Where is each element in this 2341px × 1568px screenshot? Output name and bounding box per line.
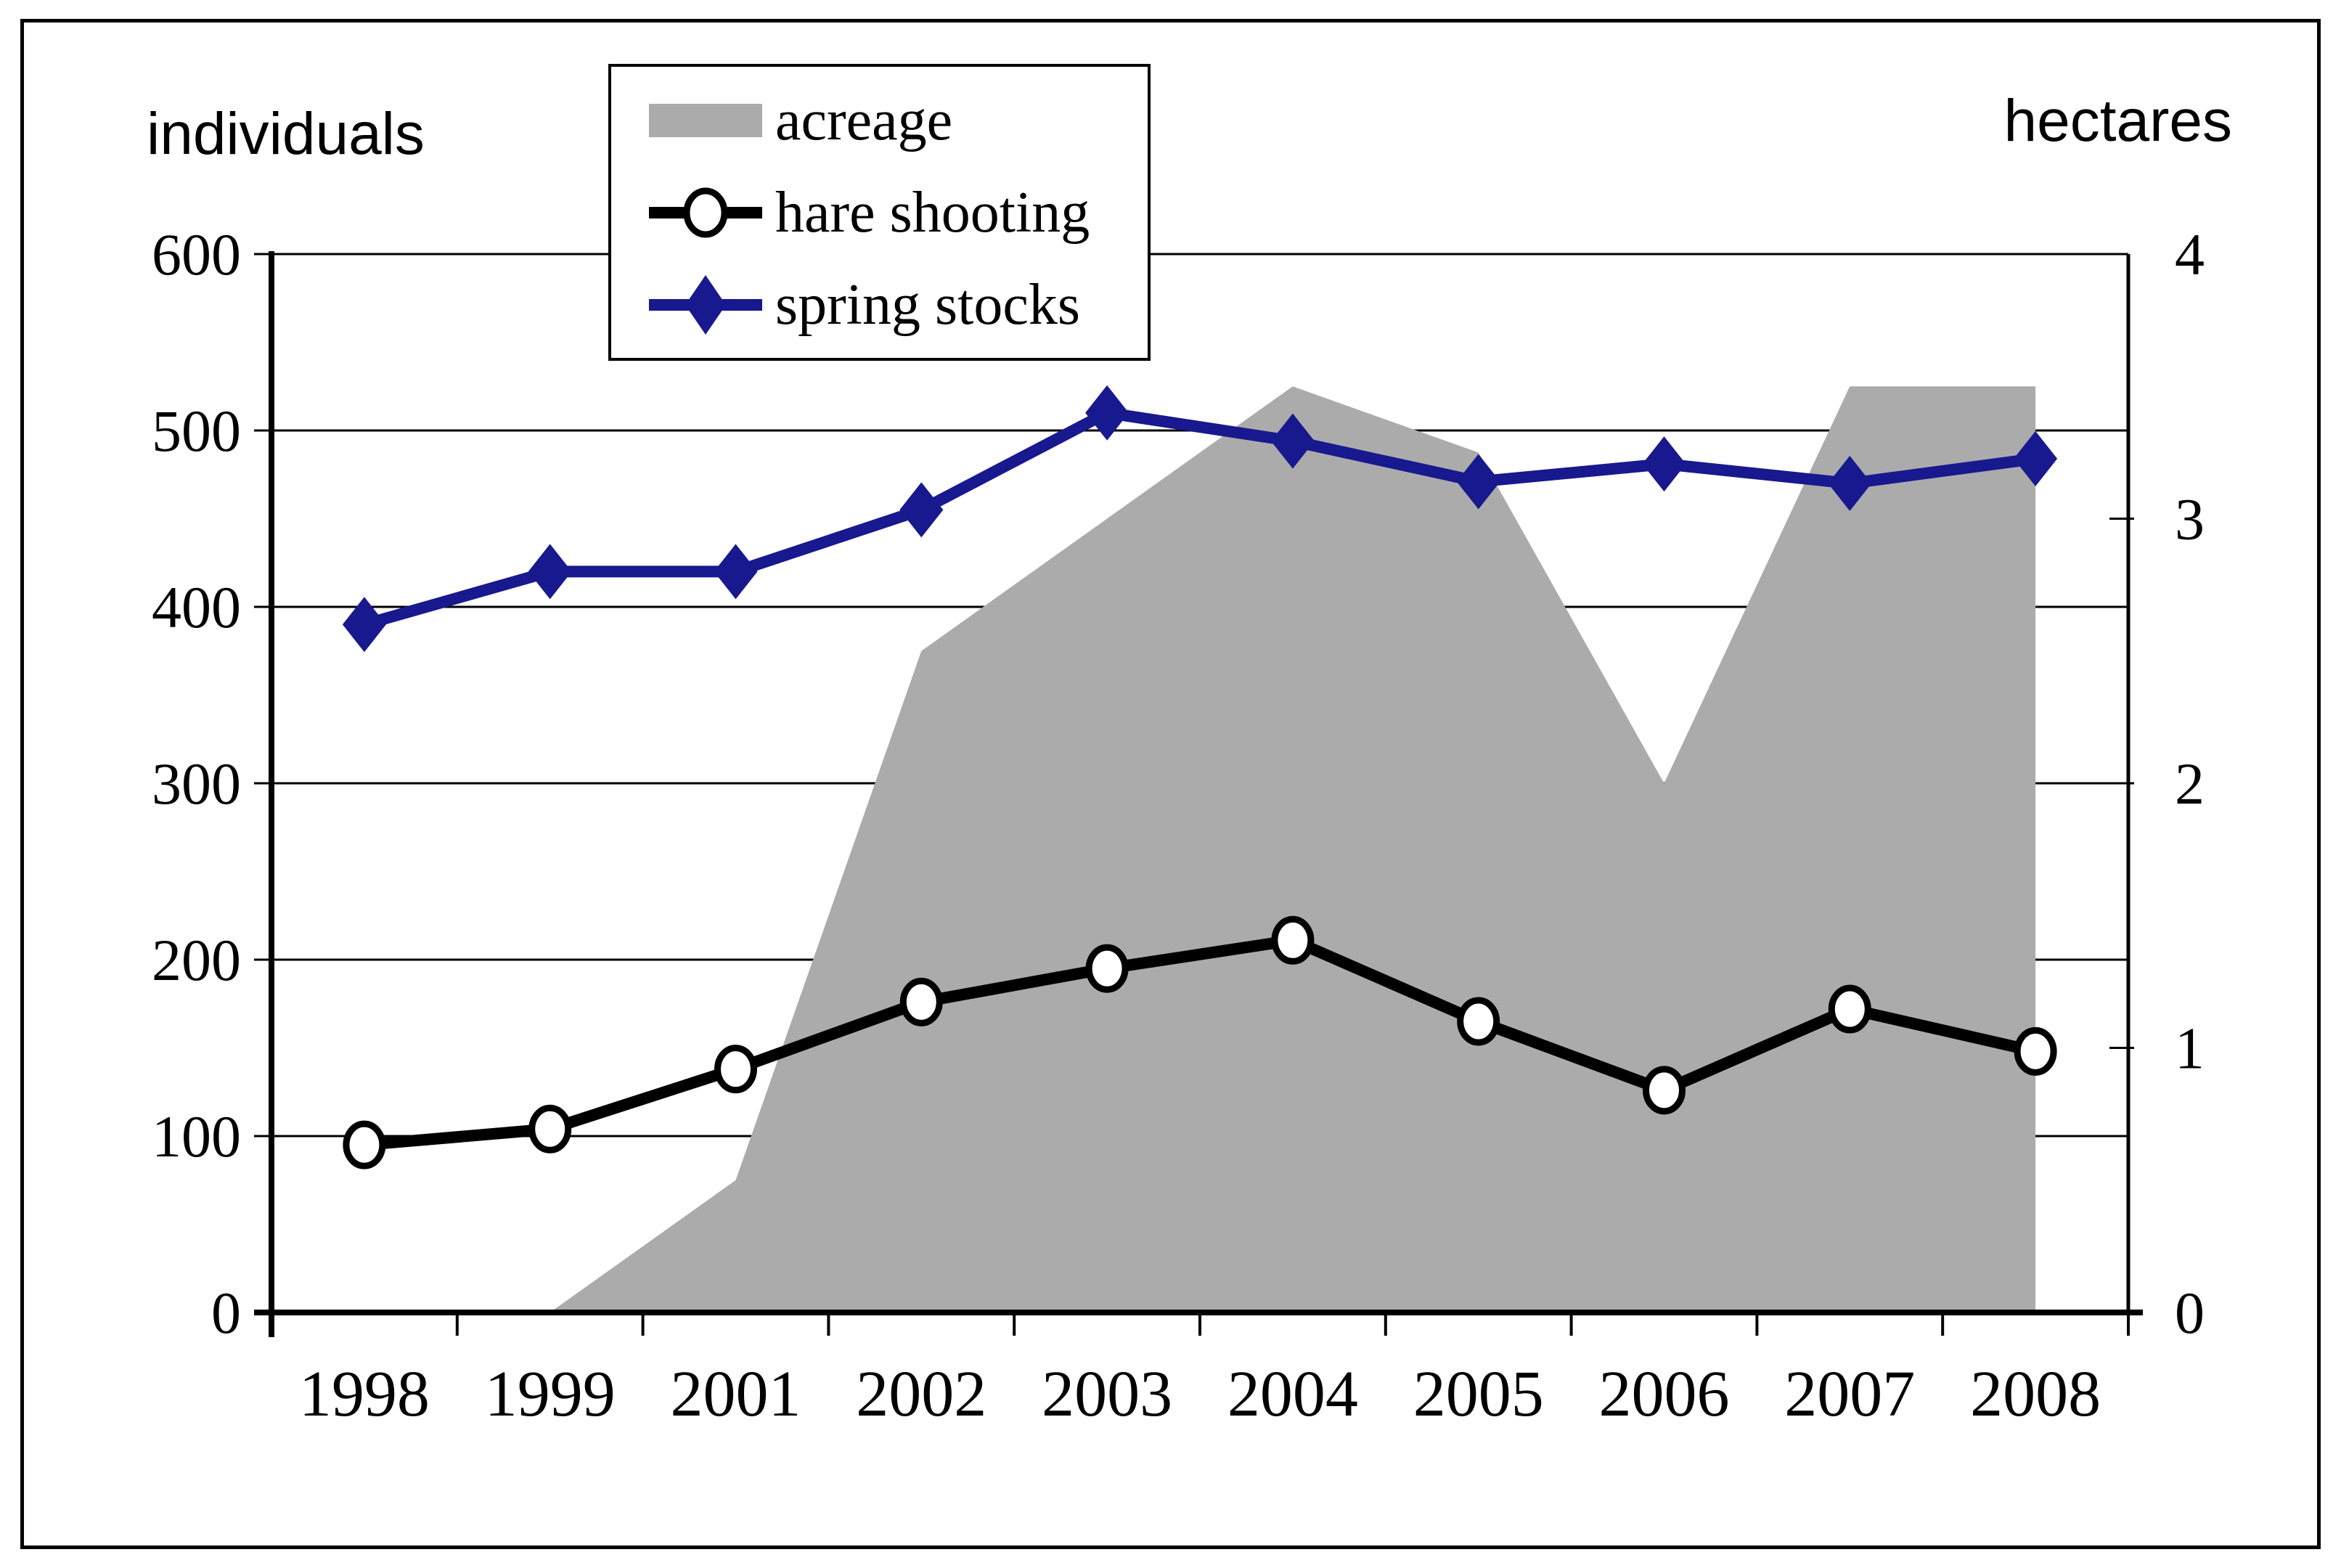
spring-stocks-point-2003 xyxy=(1085,385,1129,441)
spring-stocks-point-1999 xyxy=(528,544,572,600)
legend-item-acreage: acreage xyxy=(649,81,1148,160)
hare-shooting-point-2002 xyxy=(899,977,943,1026)
spring-stocks-point-1998 xyxy=(342,597,386,653)
left-tick-label-400: 400 xyxy=(152,574,241,640)
hare-shooting-point-2004 xyxy=(1271,915,1315,965)
legend-label-hare-shooting: hare shooting xyxy=(775,180,1090,245)
x-tick-label-2005: 2005 xyxy=(1413,1358,1544,1430)
right-axis-title: hectares xyxy=(2003,88,2232,154)
hare-shooting-line xyxy=(358,934,2042,1151)
x-tick-label-2008: 2008 xyxy=(1970,1358,2101,1430)
x-tick-label-1999: 1999 xyxy=(485,1358,616,1430)
left-tick-label-300: 300 xyxy=(152,751,241,817)
legend-label-acreage: acreage xyxy=(775,88,953,152)
right-tick-label-2: 2 xyxy=(2175,751,2205,817)
hare-shooting-point-2007 xyxy=(1828,984,1871,1034)
hare-shooting-point-2003 xyxy=(1085,944,1129,993)
left-tick-label-200: 200 xyxy=(152,927,241,993)
hare-shooting-point-2001 xyxy=(714,1045,757,1094)
legend-item-hare-shooting: hare shooting xyxy=(649,173,1148,253)
spring-stocks-point-2001 xyxy=(714,544,758,600)
x-tick-label-2004: 2004 xyxy=(1227,1358,1358,1430)
hare-shooting-swatch-icon xyxy=(649,180,762,245)
left-tick-label-0: 0 xyxy=(211,1280,241,1346)
left-axis-title: individuals xyxy=(147,101,425,167)
spring-stocks-point-2005 xyxy=(1456,454,1500,510)
left-tick-label-500: 500 xyxy=(152,398,241,464)
right-tick-label-0: 0 xyxy=(2175,1280,2205,1346)
x-tick-label-2003: 2003 xyxy=(1042,1358,1172,1430)
legend-label-spring-stocks: spring stocks xyxy=(775,272,1080,337)
x-tick-label-1998: 1998 xyxy=(299,1358,430,1430)
chart-legend: acreage hare shooting spring stocks xyxy=(608,64,1151,361)
hare-shooting-point-2006 xyxy=(1643,1066,1686,1115)
legend-item-spring-stocks: spring stocks xyxy=(649,265,1148,345)
left-tick-label-600: 600 xyxy=(152,221,241,287)
spring-stocks-swatch-icon xyxy=(649,272,762,338)
left-tick-label-100: 100 xyxy=(152,1103,241,1169)
x-tick-label-2002: 2002 xyxy=(856,1358,986,1430)
hare-shooting-point-1999 xyxy=(528,1104,572,1153)
spring-stocks-point-2008 xyxy=(2014,430,2058,486)
x-tick-label-2007: 2007 xyxy=(1784,1358,1915,1430)
hare-shooting-point-2008 xyxy=(2014,1026,2057,1076)
spring-stocks-point-2004 xyxy=(1270,413,1315,469)
hare-shooting-point-1998 xyxy=(343,1120,386,1169)
acreage-swatch-icon xyxy=(649,88,762,153)
right-tick-label-1: 1 xyxy=(2175,1016,2205,1082)
spring-stocks-point-2007 xyxy=(1828,455,1872,511)
right-tick-label-4: 4 xyxy=(2175,221,2205,287)
spring-stocks-point-2006 xyxy=(1642,436,1686,492)
x-tick-label-2001: 2001 xyxy=(671,1358,801,1430)
spring-stocks-line xyxy=(358,407,2042,631)
right-tick-label-3: 3 xyxy=(2175,486,2205,552)
acreage-area xyxy=(364,386,2036,1312)
hare-shooting-point-2005 xyxy=(1457,997,1500,1046)
spring-stocks-point-2002 xyxy=(899,482,944,538)
x-tick-label-2006: 2006 xyxy=(1599,1358,1730,1430)
